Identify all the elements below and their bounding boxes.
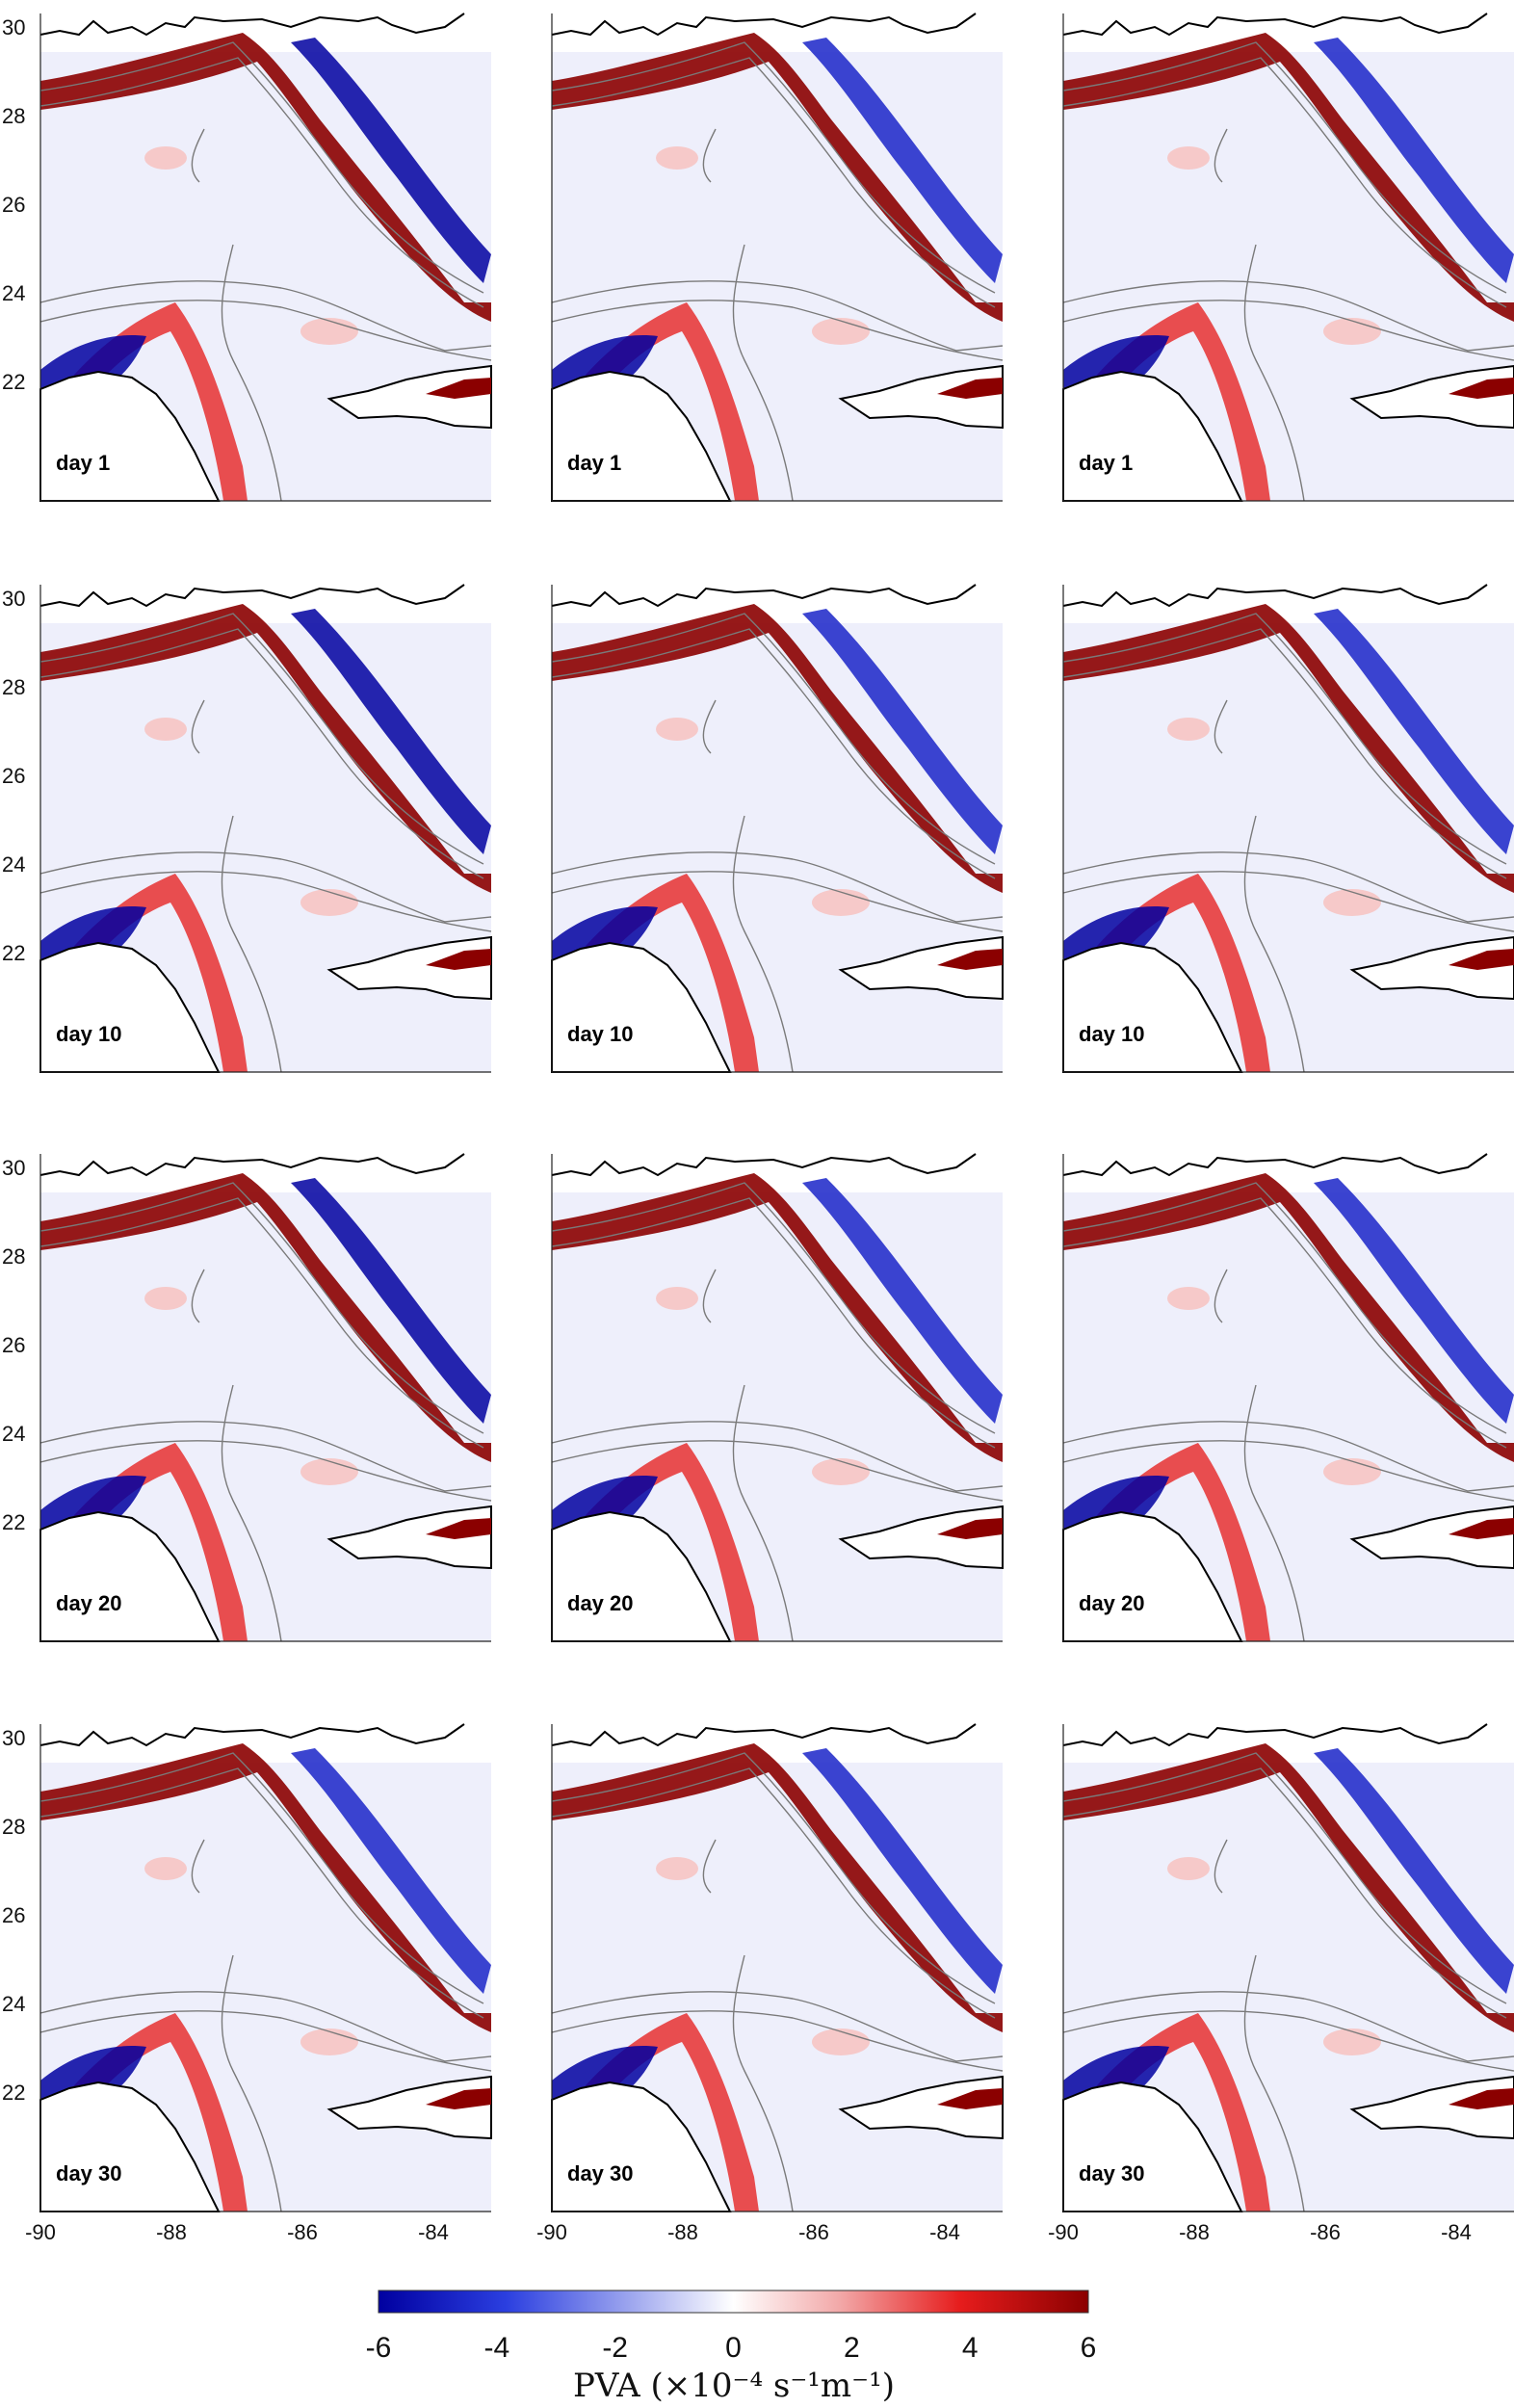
colorbar-label: PVA (×10⁻⁴ s⁻¹m⁻¹) [573, 2367, 895, 2405]
longitude-tick-label: -84 [418, 2220, 449, 2244]
colorbar-tick-label: 6 [1081, 2332, 1097, 2364]
longitude-tick-label: -90 [536, 2220, 567, 2244]
day-label: day 10 [1079, 1022, 1145, 1046]
day-label: day 30 [56, 2161, 122, 2186]
longitude-tick-label: -90 [1048, 2220, 1079, 2244]
day-label: day 10 [567, 1022, 634, 1046]
map-panel: day 20 [551, 1153, 1004, 1642]
day-label: day 20 [56, 1591, 122, 1615]
latitude-tick-label: 30 [2, 1156, 25, 1180]
latitude-tick-label: 28 [2, 675, 25, 699]
latitude-tick-label: 24 [2, 281, 25, 305]
longitude-tick-label: -86 [1310, 2220, 1341, 2244]
longitude-tick-label: -84 [1441, 2220, 1472, 2244]
colorbar-tick-label: 0 [725, 2332, 742, 2364]
longitude-tick-label: -88 [667, 2220, 698, 2244]
latitude-tick-label: 28 [2, 1815, 25, 1839]
latitude-tick-label: 24 [2, 852, 25, 877]
colorbar-tick-label: 2 [844, 2332, 860, 2364]
map-panel: day 10 [39, 584, 492, 1073]
map-panel: day 20 [1062, 1153, 1514, 1642]
day-label: day 1 [567, 451, 621, 475]
latitude-tick-label: 22 [2, 370, 25, 394]
latitude-tick-label: 30 [2, 1726, 25, 1750]
colorbar-tick-label: -4 [483, 2332, 509, 2364]
map-panel: day 1 [39, 13, 492, 502]
longitude-tick-label: -88 [156, 2220, 187, 2244]
latitude-tick-label: 24 [2, 1422, 25, 1446]
map-panel: day 30 [1062, 1723, 1514, 2212]
map-panel: day 1 [1062, 13, 1514, 502]
map-panel: day 10 [1062, 584, 1514, 1073]
latitude-tick-label: 28 [2, 104, 25, 128]
map-panel: day 1 [551, 13, 1004, 502]
latitude-tick-label: 28 [2, 1244, 25, 1269]
longitude-tick-label: -90 [25, 2220, 56, 2244]
map-panel: day 30 [39, 1723, 492, 2212]
latitude-tick-label: 26 [2, 1333, 25, 1357]
colorbar-gradient [378, 2290, 1089, 2314]
day-label: day 20 [1079, 1591, 1145, 1615]
day-label: day 30 [1079, 2161, 1145, 2186]
longitude-tick-label: -86 [798, 2220, 829, 2244]
latitude-tick-label: 22 [2, 2081, 25, 2105]
colorbar: -6 -4 -2 0 2 4 6 PVA (×10⁻⁴ s⁻¹m⁻¹) [366, 2290, 1097, 2405]
map-panel: day 10 [551, 584, 1004, 1073]
longitude-tick-label: -84 [929, 2220, 960, 2244]
colorbar-tick-label: -6 [366, 2332, 392, 2364]
latitude-tick-label: 26 [2, 1903, 25, 1927]
longitude-tick-label: -86 [287, 2220, 318, 2244]
day-label: day 30 [567, 2161, 634, 2186]
longitude-axis: -90 -88 -86 -84 -90 -88 -86 -84 -90 -88 -86 -84 [25, 2220, 1472, 2244]
latitude-tick-label: 30 [2, 587, 25, 611]
day-label: day 1 [56, 451, 110, 475]
colorbar-tick-label: -2 [602, 2332, 628, 2364]
day-label: day 20 [567, 1591, 634, 1615]
latitude-tick-label: 22 [2, 1510, 25, 1534]
colorbar-tick-label: 4 [962, 2332, 979, 2364]
latitude-tick-label: 26 [2, 764, 25, 788]
latitude-tick-label: 22 [2, 941, 25, 965]
map-panel: day 20 [39, 1153, 492, 1642]
latitude-tick-label: 24 [2, 1992, 25, 2016]
longitude-tick-label: -88 [1179, 2220, 1210, 2244]
latitude-axis: 30 28 26 24 22 30 28 26 24 22 30 28 26 24 22 30 28 26 24 22 [2, 15, 25, 2105]
map-panel: day 30 [551, 1723, 1004, 2212]
latitude-tick-label: 30 [2, 15, 25, 39]
latitude-tick-label: 26 [2, 193, 25, 217]
day-label: day 1 [1079, 451, 1133, 475]
day-label: day 10 [56, 1022, 122, 1046]
